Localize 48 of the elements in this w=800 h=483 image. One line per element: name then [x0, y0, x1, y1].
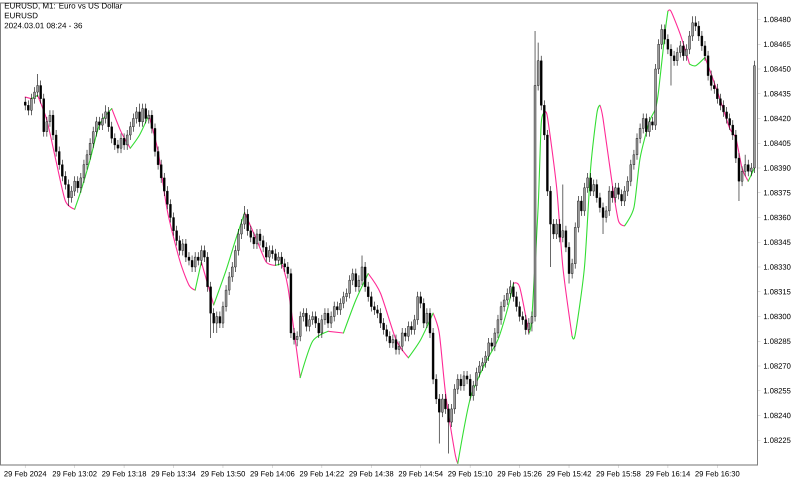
candlestick	[190, 255, 194, 272]
candlestick	[268, 245, 271, 262]
candlestick	[216, 311, 218, 334]
candlestick	[682, 40, 685, 62]
candlestick	[256, 228, 258, 250]
candlestick	[354, 268, 358, 292]
candlestick	[592, 179, 595, 196]
candlestick	[462, 370, 466, 392]
candlestick	[410, 321, 413, 335]
candlestick	[614, 182, 617, 203]
candlestick	[27, 100, 30, 116]
candlestick	[184, 238, 188, 262]
annotation: 2024.03.01 08:24 - 36	[4, 22, 82, 28]
candlestick	[555, 218, 558, 240]
candlestick	[336, 301, 338, 316]
candlestick	[589, 172, 592, 196]
candlestick	[24, 96, 26, 111]
candlestick	[392, 334, 394, 348]
candlestick	[441, 394, 444, 418]
candlestick	[394, 334, 398, 355]
candlestick	[274, 248, 277, 266]
candlestick	[400, 328, 404, 352]
candlestick	[182, 238, 184, 256]
candlestick	[305, 308, 308, 332]
candlestick	[299, 311, 302, 342]
text: EURUSD	[4, 12, 38, 18]
candlestick	[122, 133, 126, 150]
candlestick	[277, 252, 280, 266]
chart-title: EURUSD, M1: Euro vs US Dollar	[4, 2, 122, 10]
candlestick	[120, 133, 122, 154]
candlestick	[200, 245, 203, 266]
candlestick	[645, 113, 648, 137]
candlestick	[138, 103, 141, 128]
candlestick	[407, 321, 410, 342]
candlestick	[326, 308, 330, 328]
candlestick	[308, 314, 311, 332]
candlestick	[98, 116, 101, 130]
candlestick	[194, 252, 196, 272]
candlestick	[648, 116, 651, 137]
candlestick	[141, 103, 144, 128]
candlestick	[76, 176, 79, 194]
candlestick	[197, 252, 200, 266]
candlestick	[524, 314, 527, 335]
candlestick	[144, 103, 147, 124]
candlestick	[460, 374, 462, 392]
candlestick	[280, 252, 283, 269]
candlestick	[468, 374, 472, 401]
candlestick	[747, 159, 750, 177]
